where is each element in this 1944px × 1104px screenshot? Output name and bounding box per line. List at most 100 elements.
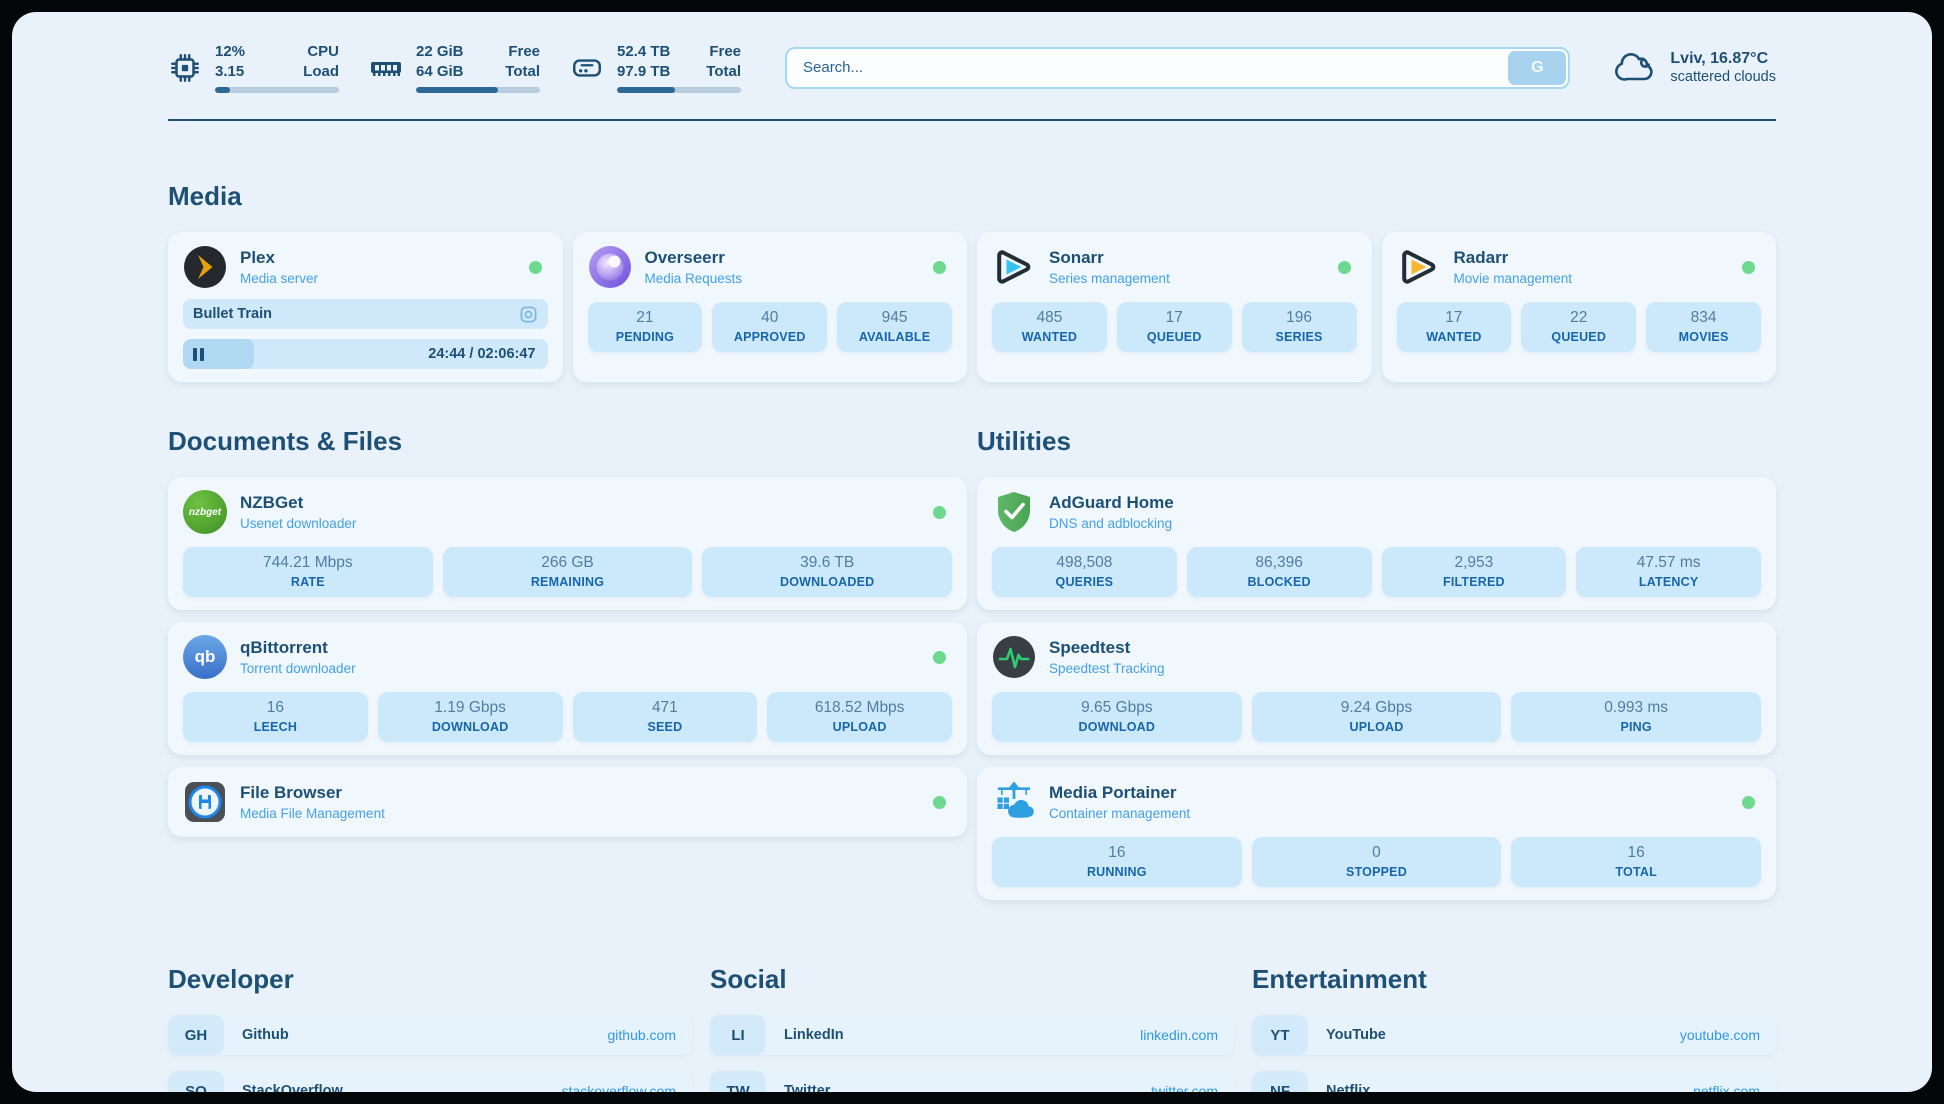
section-title-developer: Developer bbox=[168, 964, 294, 994]
now-playing-progress-bar: 24:44 / 02:06:47 bbox=[183, 339, 548, 369]
top-bar: 12% 3.15 CPU Load bbox=[168, 42, 1776, 93]
pause-icon[interactable] bbox=[193, 347, 204, 361]
service-card-sonarr[interactable]: Sonarr Series management 485 WANTED 17 Q… bbox=[977, 232, 1372, 382]
adguard-icon bbox=[992, 490, 1036, 534]
link-youtube[interactable]: YT YouTube youtube.com bbox=[1252, 1015, 1776, 1055]
stat-box: 1.19 Gbps DOWNLOAD bbox=[377, 692, 563, 742]
service-card-nzbget[interactable]: nzbget NZBGet Usenet downloader 744.21 M… bbox=[168, 477, 967, 610]
stat-box: 21 PENDING bbox=[587, 302, 703, 352]
now-playing-time: 24:44 / 02:06:47 bbox=[428, 346, 536, 362]
weather-condition: scattered clouds bbox=[1670, 69, 1776, 85]
link-linkedin[interactable]: LI LinkedIn linkedin.com bbox=[710, 1015, 1234, 1055]
search-input[interactable] bbox=[785, 46, 1571, 89]
stat-box: 618.52 Mbps UPLOAD bbox=[767, 692, 952, 742]
app-name: File Browser bbox=[240, 783, 343, 802]
section-title-media: Media bbox=[168, 181, 242, 211]
media-cards-row: Plex Media server Bullet Train bbox=[168, 232, 1776, 382]
disk-total-value: 97.9 TB bbox=[617, 62, 671, 80]
cloud-icon bbox=[1614, 50, 1658, 86]
portainer-icon bbox=[992, 780, 1036, 824]
app-subtitle: Media File Management bbox=[240, 806, 385, 821]
stat-box: 16 RUNNING bbox=[992, 837, 1242, 887]
ram-progress-bar bbox=[416, 87, 540, 93]
app-name: Sonarr bbox=[1049, 248, 1104, 267]
weather-widget[interactable]: Lviv, 16.87°C scattered clouds bbox=[1614, 50, 1776, 86]
stat-box: 945 AVAILABLE bbox=[837, 302, 952, 352]
app-subtitle: Torrent downloader bbox=[240, 661, 356, 676]
header-divider bbox=[168, 119, 1776, 121]
status-dot bbox=[933, 505, 946, 519]
link-badge: LI bbox=[710, 1015, 766, 1055]
app-name: NZBGet bbox=[240, 493, 304, 512]
cpu-load-label: Load bbox=[303, 62, 339, 80]
app-name: Speedtest bbox=[1049, 638, 1131, 657]
disk-icon bbox=[570, 51, 604, 85]
ram-total-value: 64 GiB bbox=[416, 62, 464, 80]
plex-icon bbox=[183, 245, 227, 289]
status-dot bbox=[1337, 260, 1351, 274]
nzbget-icon: nzbget bbox=[183, 490, 227, 534]
service-card-radarr[interactable]: Radarr Movie management 17 WANTED 22 QUE… bbox=[1381, 232, 1776, 382]
filebrowser-icon bbox=[183, 780, 227, 824]
status-dot bbox=[1742, 260, 1755, 274]
service-card-overseerr[interactable]: Overseerr Media Requests 21 PENDING 40 A… bbox=[572, 232, 967, 382]
app-subtitle: Series management bbox=[1049, 271, 1170, 286]
stat-box: 22 QUEUED bbox=[1521, 302, 1637, 352]
stat-box: 744.21 Mbps RATE bbox=[183, 547, 433, 597]
utilities-column: Utilities bbox=[977, 426, 1776, 912]
stat-box: 16 TOTAL bbox=[1511, 837, 1761, 887]
ram-icon bbox=[369, 51, 403, 85]
now-playing-title-row: Bullet Train bbox=[183, 299, 548, 329]
stat-box: 485 WANTED bbox=[992, 302, 1107, 352]
link-twitter[interactable]: TW Twitter twitter.com bbox=[710, 1071, 1234, 1092]
app-name: Media Portainer bbox=[1049, 783, 1177, 802]
cpu-progress-bar bbox=[215, 87, 339, 93]
stat-box: 196 SERIES bbox=[1241, 302, 1357, 352]
stat-box: 86,396 BLOCKED bbox=[1186, 547, 1372, 597]
link-badge: GH bbox=[168, 1015, 224, 1055]
ram-metric: 22 GiB 64 GiB Free Total bbox=[369, 42, 540, 93]
now-playing-title: Bullet Train bbox=[193, 306, 272, 322]
link-badge: NF bbox=[1252, 1071, 1308, 1092]
ram-free-label: Free bbox=[508, 43, 540, 60]
service-card-speedtest[interactable]: Speedtest Speedtest Tracking 9.65 Gbps D… bbox=[977, 622, 1776, 755]
ram-total-label: Total bbox=[505, 62, 540, 80]
dashboard-page: 12% 3.15 CPU Load bbox=[12, 12, 1932, 1092]
stat-box: 39.6 TB DOWNLOADED bbox=[702, 547, 952, 597]
cpu-icon bbox=[168, 51, 202, 85]
stat-box: 266 GB REMAINING bbox=[442, 547, 693, 597]
link-github[interactable]: GH Github github.com bbox=[168, 1015, 692, 1055]
app-subtitle: Media Requests bbox=[644, 271, 743, 286]
app-subtitle: Speedtest Tracking bbox=[1049, 661, 1165, 676]
ram-free-value: 22 GiB bbox=[416, 43, 464, 60]
speedtest-icon bbox=[992, 635, 1036, 679]
status-dot bbox=[1742, 795, 1755, 809]
app-subtitle: Usenet downloader bbox=[240, 516, 357, 531]
service-card-plex[interactable]: Plex Media server Bullet Train bbox=[168, 232, 563, 382]
status-dot bbox=[933, 260, 946, 274]
cpu-metric: 12% 3.15 CPU Load bbox=[168, 42, 339, 93]
disk-free-label: Free bbox=[709, 43, 741, 60]
overseerr-icon bbox=[588, 245, 632, 289]
search-provider-button[interactable]: G bbox=[1508, 50, 1567, 85]
stat-box: 9.24 Gbps UPLOAD bbox=[1251, 692, 1502, 742]
service-card-filebrowser[interactable]: File Browser Media File Management bbox=[168, 767, 967, 837]
search-bar: G bbox=[785, 46, 1571, 89]
session-settings-icon[interactable] bbox=[519, 305, 538, 324]
disk-metric: 52.4 TB 97.9 TB Free Total bbox=[570, 42, 741, 93]
qbittorrent-icon: qb bbox=[183, 635, 227, 679]
status-dot bbox=[528, 260, 542, 274]
status-dot bbox=[933, 795, 946, 809]
app-subtitle: DNS and adblocking bbox=[1049, 516, 1173, 531]
developer-links-column: Developer GH Github github.com SO StackO… bbox=[168, 964, 692, 1092]
service-card-qbittorrent[interactable]: qb qBittorrent Torrent downloader 16 LEE… bbox=[168, 622, 967, 755]
link-netflix[interactable]: NF Netflix netflix.com bbox=[1252, 1071, 1776, 1092]
stat-box: 47.57 ms LATENCY bbox=[1576, 547, 1761, 597]
app-subtitle: Movie management bbox=[1453, 271, 1573, 286]
app-name: Overseerr bbox=[644, 248, 725, 267]
section-title-social: Social bbox=[710, 964, 787, 994]
link-stackoverflow[interactable]: SO StackOverflow stackoverflow.com bbox=[168, 1071, 692, 1092]
disk-free-value: 52.4 TB bbox=[617, 43, 671, 60]
service-card-portainer[interactable]: Media Portainer Container management 16 … bbox=[977, 767, 1776, 900]
service-card-adguard[interactable]: AdGuard Home DNS and adblocking 498,508 … bbox=[977, 477, 1776, 610]
